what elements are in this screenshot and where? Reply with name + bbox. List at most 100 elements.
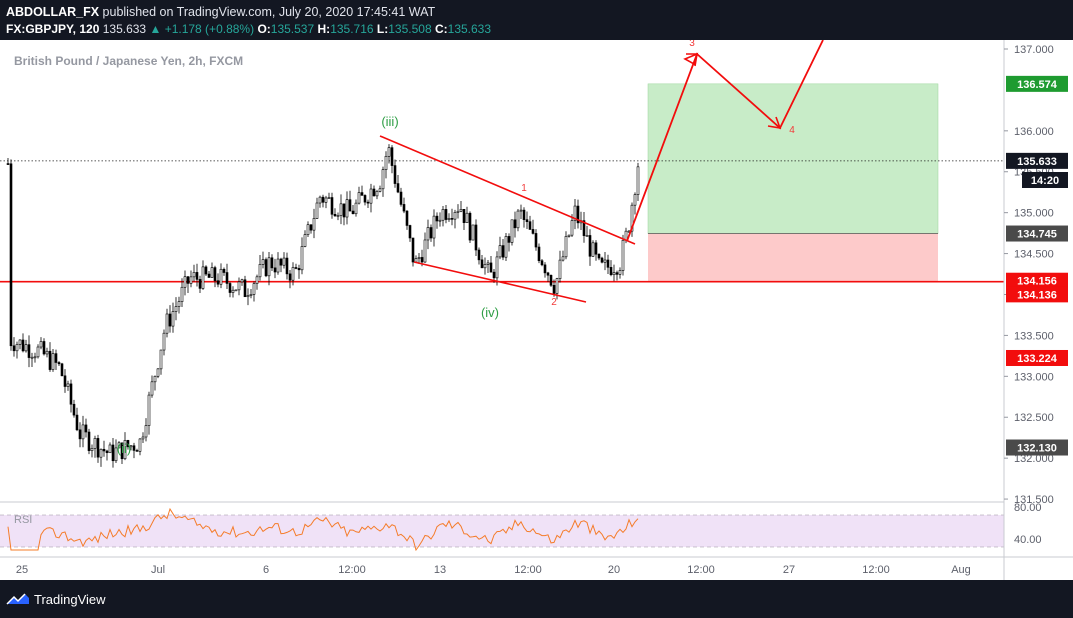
candle-body <box>282 257 286 266</box>
footer: TradingView <box>0 580 1073 618</box>
candle-body <box>261 259 265 265</box>
candle-body <box>252 283 256 295</box>
candle-body <box>102 448 106 452</box>
candle-body <box>51 353 55 370</box>
candle-body <box>30 356 34 359</box>
wave-projection-path[interactable] <box>626 40 824 242</box>
candle-body <box>585 235 589 237</box>
candle-body <box>465 212 469 223</box>
price-tag[interactable] <box>1006 349 1068 366</box>
candle-body <box>543 264 547 274</box>
candle-body <box>348 199 352 212</box>
wave-label: (iv) <box>481 305 499 320</box>
candle-body <box>381 169 385 190</box>
candle-body <box>444 209 448 220</box>
published-text: published on TradingView.com, July 20, 2… <box>102 5 436 19</box>
candle-body <box>630 204 634 232</box>
candle-body <box>36 346 40 358</box>
candle-body <box>447 218 451 220</box>
price-tag[interactable] <box>1006 272 1068 289</box>
candle-body <box>168 313 172 327</box>
candle-body <box>510 219 514 243</box>
price-tag-text: 134.136 <box>1017 289 1057 301</box>
target-zone[interactable] <box>647 83 939 234</box>
candle-body <box>234 289 238 292</box>
chart-area[interactable]: British Pound / Japanese Yen, 2h, FXCM (… <box>0 40 1073 580</box>
candle-body <box>405 210 409 226</box>
candle-body <box>21 339 25 352</box>
price-tag[interactable] <box>1006 439 1068 456</box>
candle-body <box>513 219 517 229</box>
candle-body <box>96 438 100 458</box>
candle-body <box>468 212 472 241</box>
candle-body <box>555 278 559 294</box>
candle-body <box>549 274 553 286</box>
candle-body <box>528 221 532 230</box>
price-tag[interactable] <box>1006 75 1068 92</box>
y-tick-label: 133.000 <box>1014 371 1054 383</box>
candle-body <box>336 215 340 217</box>
candle-body <box>159 349 163 370</box>
candle-body <box>399 191 403 205</box>
candle-body <box>66 383 70 387</box>
candle-body <box>228 283 232 293</box>
x-tick-label: 12:00 <box>338 564 366 576</box>
up-arrow-icon: ▲ <box>149 22 162 36</box>
chart-canvas[interactable]: British Pound / Japanese Yen, 2h, FXCM (… <box>0 40 1073 580</box>
x-tick-label: 12:00 <box>862 564 890 576</box>
open-label: O: <box>257 22 271 36</box>
candle-body <box>231 289 235 293</box>
price-tag[interactable] <box>1006 225 1068 242</box>
brand-name[interactable]: TradingView <box>34 592 106 607</box>
candle-body <box>270 257 274 269</box>
price-tag-text: 134.745 <box>1017 229 1057 241</box>
candle-body <box>90 448 94 451</box>
candle-body <box>366 201 370 204</box>
candle-body <box>552 284 556 294</box>
symbol-label[interactable]: FX:GBPJPY, 120 <box>6 22 100 36</box>
lower-trendline[interactable] <box>413 261 587 303</box>
candle-body <box>27 344 31 358</box>
price-tag-text: 134.156 <box>1017 276 1057 288</box>
candle-body <box>492 271 496 279</box>
candle-body <box>279 258 283 266</box>
candle-body <box>378 188 382 192</box>
candle-body <box>522 209 526 220</box>
rsi-band <box>0 515 1004 547</box>
candle-body <box>621 239 625 271</box>
candle-body <box>117 442 121 449</box>
candle-body <box>150 381 154 396</box>
tradingview-logo-icon[interactable] <box>6 591 30 607</box>
candle-body <box>135 450 139 452</box>
x-tick-label: 27 <box>783 564 795 576</box>
wave-label: 2 <box>551 297 557 308</box>
publisher-name[interactable]: ABDOLLAR_FX <box>6 5 100 19</box>
ohlc-line: FX:GBPJPY, 120 135.633 ▲ +1.178 (+0.88%)… <box>6 22 491 36</box>
candle-body <box>453 211 457 220</box>
candle-body <box>432 215 436 239</box>
candle-body <box>363 195 367 203</box>
candle-body <box>195 272 199 280</box>
candle-body <box>423 239 427 263</box>
candle-body <box>111 444 115 462</box>
candle-body <box>546 272 550 276</box>
candle-body <box>312 218 316 231</box>
candle-body <box>72 403 76 416</box>
candle-body <box>612 272 616 276</box>
price-tag[interactable] <box>1006 286 1068 303</box>
upper-trendline[interactable] <box>379 135 636 245</box>
chart-header: ABDOLLAR_FX published on TradingView.com… <box>0 0 1073 40</box>
candle-body <box>171 311 175 327</box>
candle-body <box>456 210 460 213</box>
x-tick-label: Jul <box>151 564 165 576</box>
candle-body <box>396 183 400 193</box>
candle-body <box>60 363 64 377</box>
candle-body <box>564 236 568 258</box>
candle-body <box>435 215 439 222</box>
high-label: H: <box>317 22 331 36</box>
y-tick-label: 135.000 <box>1014 208 1054 220</box>
candle-body <box>69 383 73 405</box>
stop-zone[interactable] <box>648 233 938 282</box>
low-label: L: <box>376 22 389 36</box>
price-tag[interactable] <box>1006 152 1068 169</box>
